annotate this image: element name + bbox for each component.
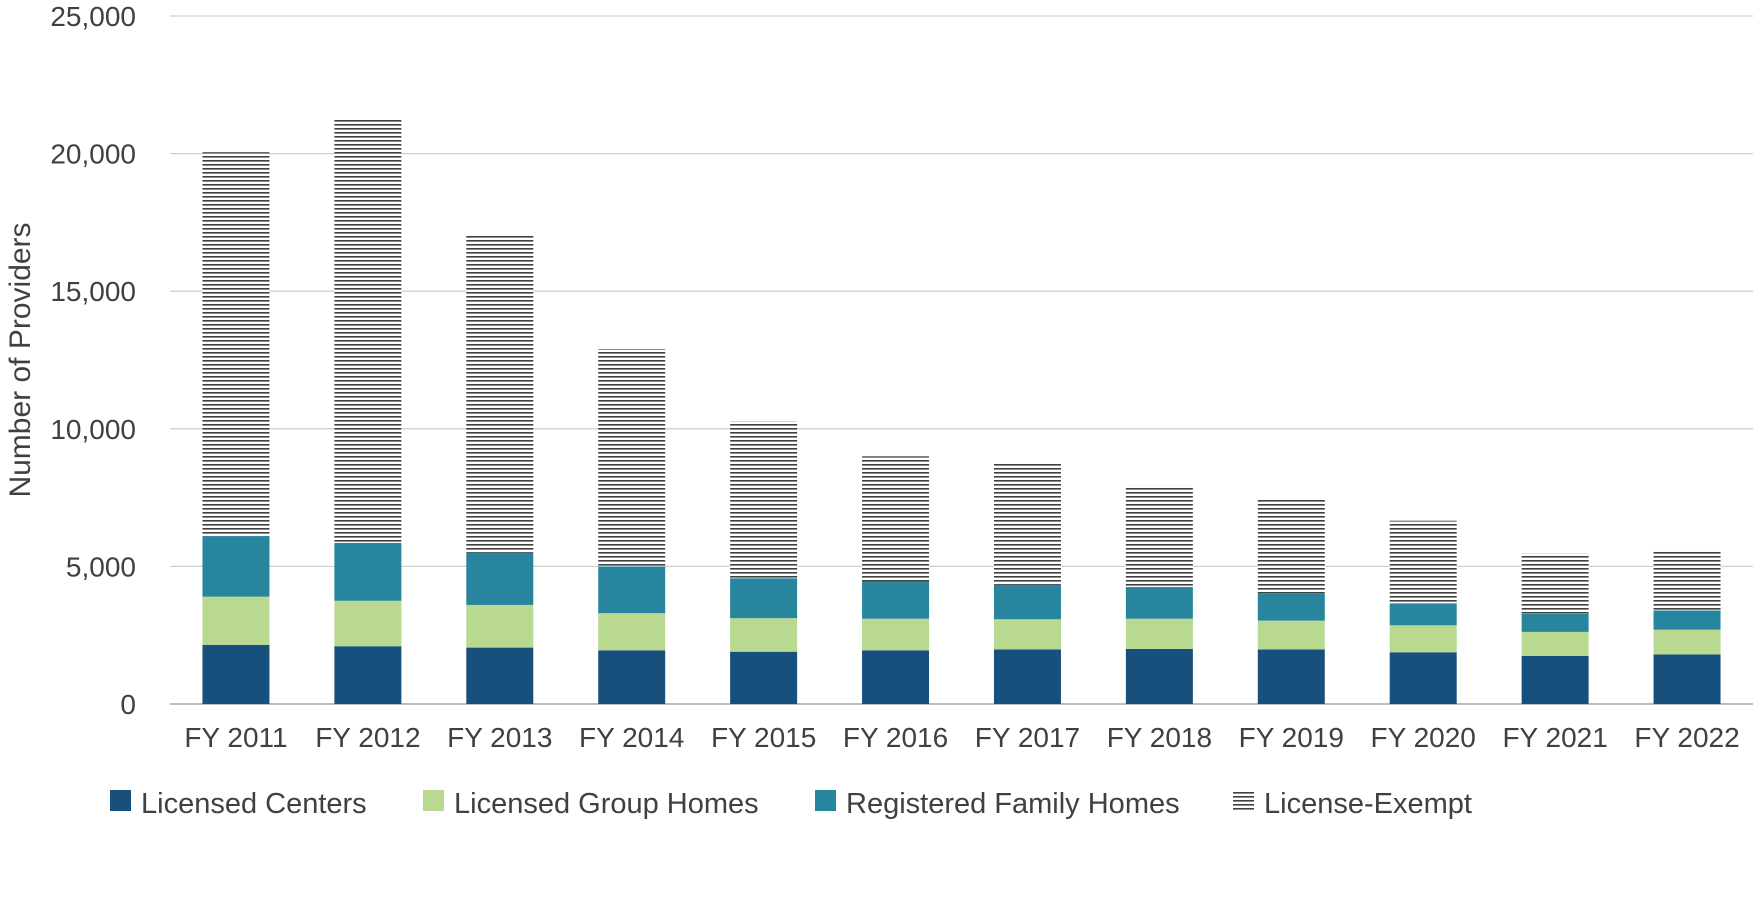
bar-segment xyxy=(1125,587,1193,619)
y-axis-tick-labels: 0 5,000 10,000 15,000 20,000 25,000 xyxy=(50,1,136,720)
bar-segment xyxy=(598,348,666,567)
bar-segment xyxy=(862,581,930,619)
legend-label: License-Exempt xyxy=(1264,788,1472,820)
y-tick-label: 15,000 xyxy=(50,276,136,307)
x-tick-label: FY 2016 xyxy=(843,722,948,753)
bar-segment xyxy=(862,618,930,651)
y-tick-label: 25,000 xyxy=(50,1,136,32)
bar-segment xyxy=(730,421,798,579)
x-tick-label: FY 2012 xyxy=(315,722,420,753)
y-tick-label: 10,000 xyxy=(50,414,136,445)
bar-segment xyxy=(598,613,666,651)
bar-segment xyxy=(1521,631,1589,656)
bar-segment xyxy=(1389,625,1457,653)
bar-segment xyxy=(1653,629,1721,655)
x-tick-label: FY 2019 xyxy=(1239,722,1344,753)
x-tick-label: FY 2013 xyxy=(447,722,552,753)
bar-segment xyxy=(1653,610,1721,630)
bar-segment xyxy=(1257,593,1325,621)
legend: Licensed Centers Licensed Group Homes Regi… xyxy=(110,788,1472,820)
bar-segment xyxy=(993,649,1061,704)
bar-segment xyxy=(466,552,534,605)
y-tick-label: 5,000 xyxy=(66,551,136,582)
legend-label: Registered Family Homes xyxy=(846,788,1180,820)
legend-swatch xyxy=(815,790,836,811)
bar-segment xyxy=(1521,614,1589,632)
gridlines xyxy=(170,15,1753,705)
x-tick-label: FY 2017 xyxy=(975,722,1080,753)
x-axis-tick-labels: FY 2011 FY 2012 FY 2013 FY 2014 FY 2015 FY 20… xyxy=(184,722,1739,753)
bar-segment xyxy=(1125,618,1193,649)
bar-segment xyxy=(862,456,930,582)
bar-segment xyxy=(730,578,798,619)
bars xyxy=(202,119,1721,704)
bar-segment xyxy=(730,618,798,652)
bar-segment xyxy=(202,152,270,537)
bar-segment xyxy=(466,234,534,553)
y-tick-label: 0 xyxy=(120,689,136,720)
x-tick-label: FY 2015 xyxy=(711,722,816,753)
bar-segment xyxy=(1257,620,1325,650)
x-tick-label: FY 2014 xyxy=(579,722,684,753)
bar-segment xyxy=(334,600,402,647)
bar-segment xyxy=(466,604,534,648)
bar-segment xyxy=(1125,648,1193,704)
bar-segment xyxy=(1653,654,1721,704)
x-tick-label: FY 2021 xyxy=(1502,722,1607,753)
bar-segment xyxy=(993,619,1061,650)
bar-segment xyxy=(598,650,666,704)
bar-segment xyxy=(993,463,1061,585)
x-tick-label: FY 2022 xyxy=(1634,722,1739,753)
bar-segment xyxy=(1653,549,1721,611)
bar-segment xyxy=(334,119,402,544)
bar-segment xyxy=(730,651,798,704)
bar-segment xyxy=(1257,649,1325,704)
y-tick-label: 20,000 xyxy=(50,139,136,170)
legend-swatch xyxy=(1233,790,1254,811)
bar-segment xyxy=(598,566,666,614)
bar-segment xyxy=(1521,655,1589,704)
legend-swatch xyxy=(110,790,131,811)
legend-label: Licensed Group Homes xyxy=(454,788,759,820)
y-axis-title: Number of Providers xyxy=(4,222,37,497)
x-tick-label: FY 2020 xyxy=(1371,722,1476,753)
x-tick-label: FY 2011 xyxy=(184,722,287,753)
bar-segment xyxy=(202,644,270,704)
bar-segment xyxy=(1389,603,1457,626)
bar-segment xyxy=(993,584,1061,620)
bar-segment xyxy=(1521,553,1589,615)
bar-segment xyxy=(334,646,402,704)
x-tick-label: FY 2018 xyxy=(1107,722,1212,753)
bar-segment xyxy=(202,536,270,597)
bar-segment xyxy=(1257,498,1325,594)
bar-segment xyxy=(202,596,270,645)
bar-segment xyxy=(1125,485,1193,588)
legend-label: Licensed Centers xyxy=(141,788,367,820)
legend-swatch xyxy=(423,790,444,811)
bar-segment xyxy=(334,543,402,601)
bar-segment xyxy=(466,647,534,704)
bar-segment xyxy=(1389,652,1457,704)
bar-segment xyxy=(1389,520,1457,604)
bar-segment xyxy=(862,650,930,704)
